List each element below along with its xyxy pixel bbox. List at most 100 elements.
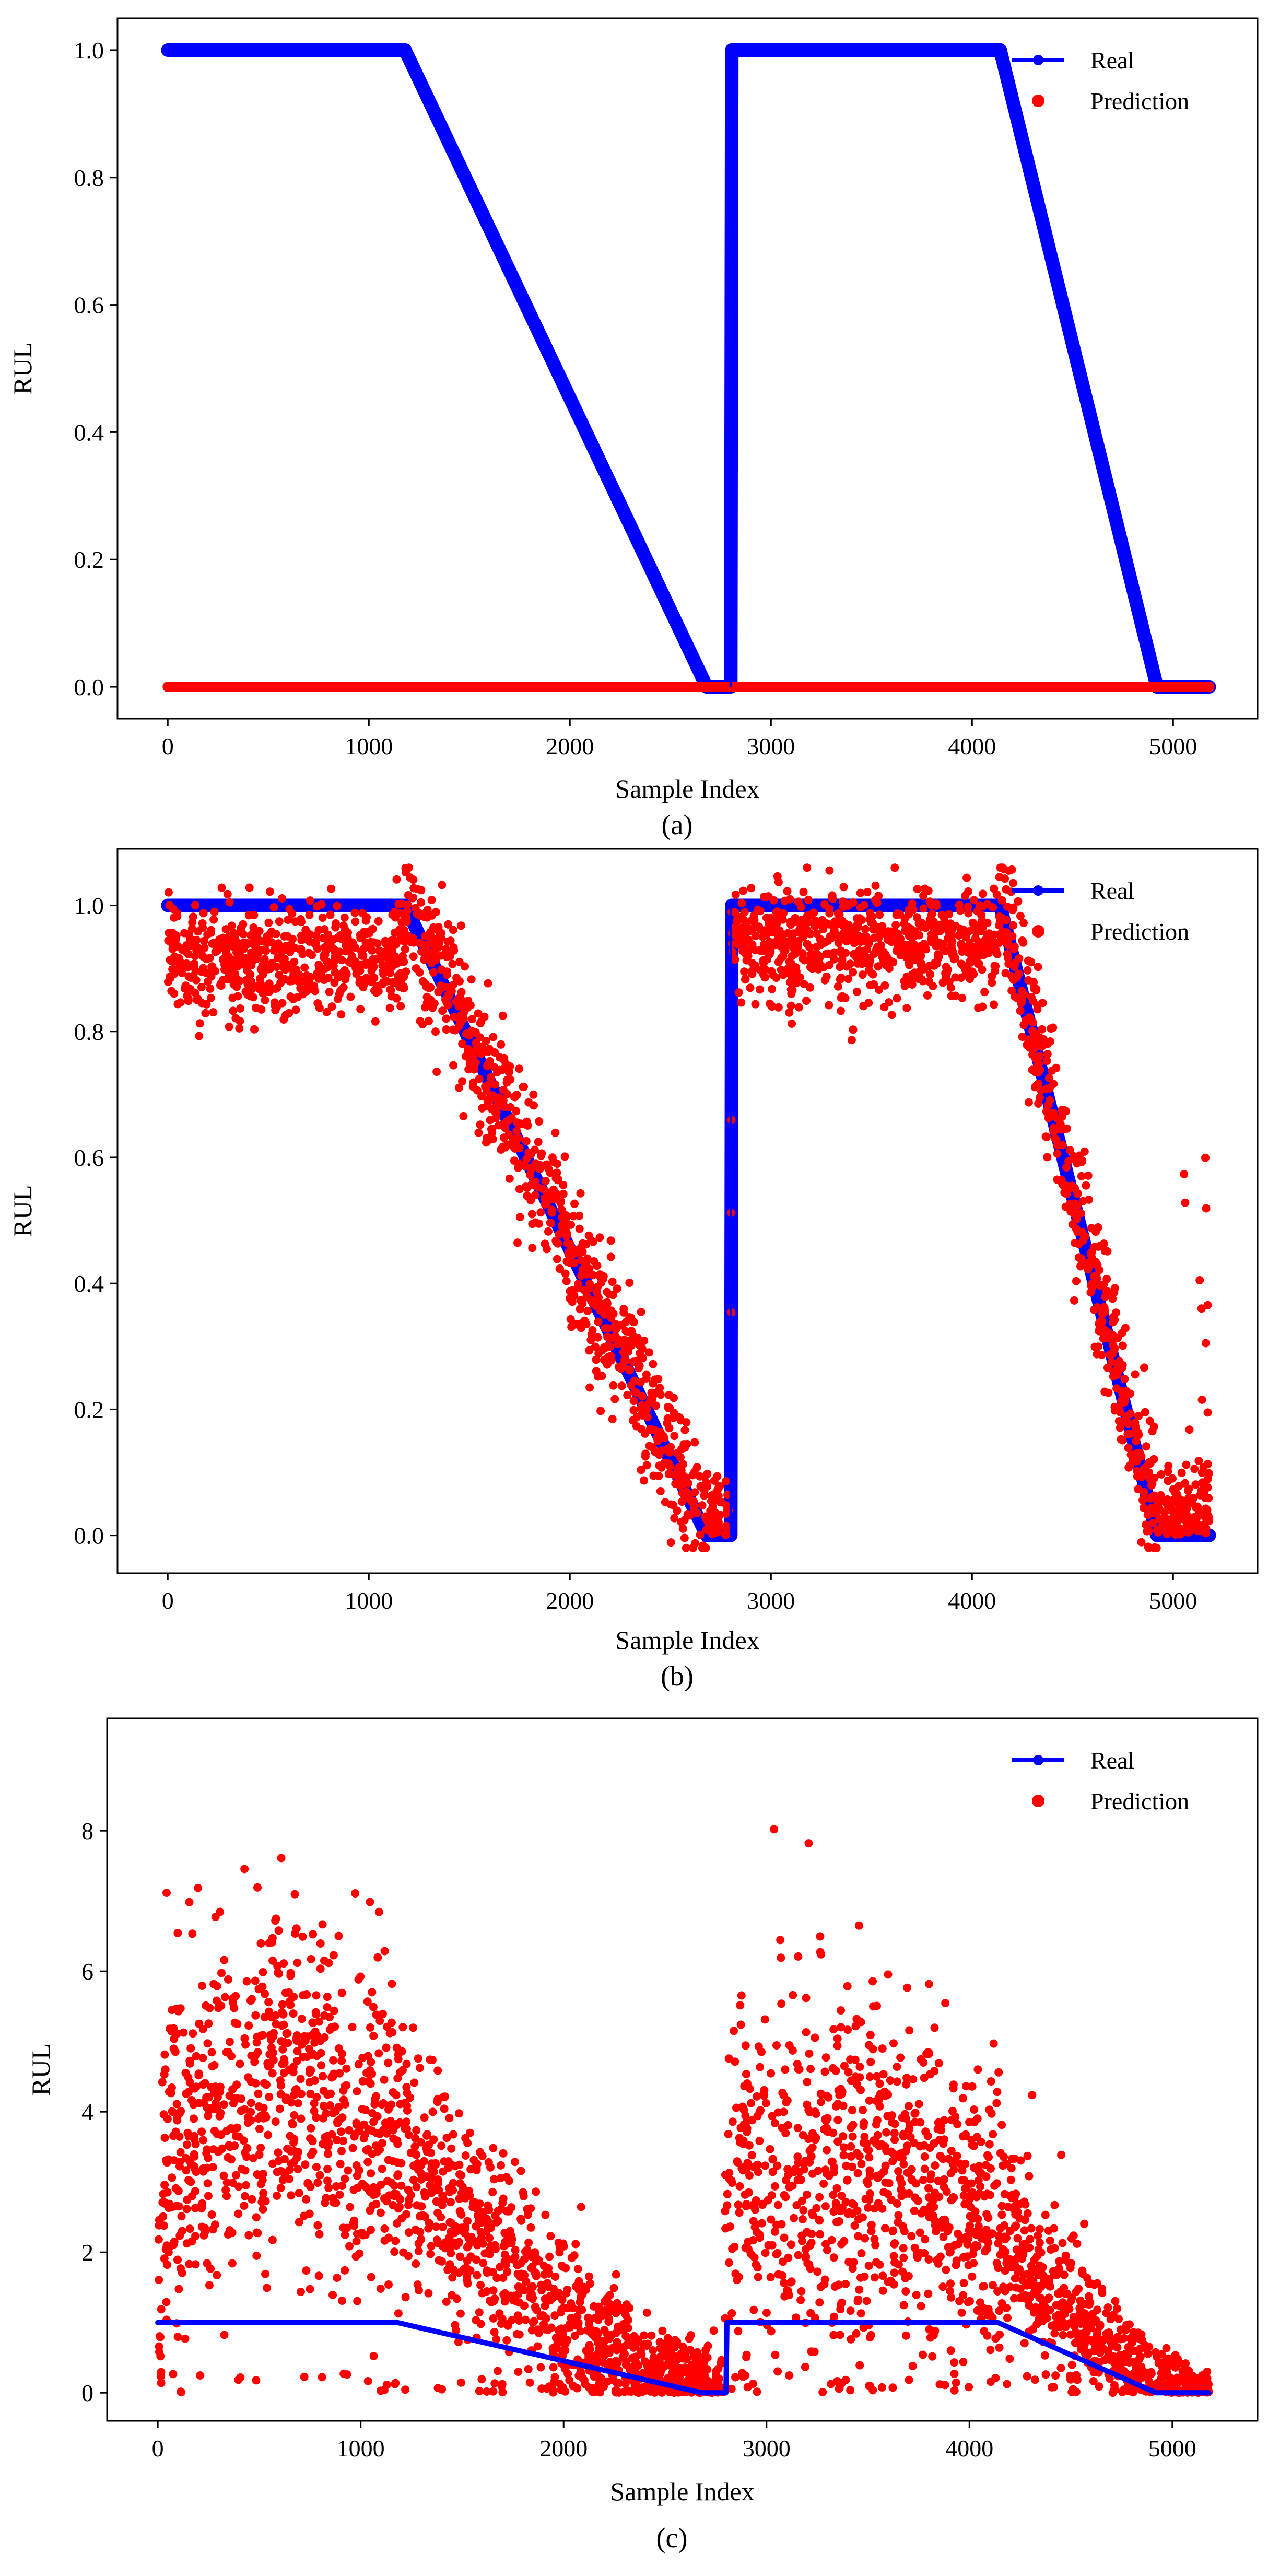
prediction-point: [312, 931, 321, 940]
prediction-point: [703, 1469, 712, 1478]
prediction-point: [344, 2166, 353, 2175]
prediction-point: [1124, 1463, 1133, 1472]
prediction-point: [645, 1442, 654, 1450]
prediction-point: [866, 2031, 875, 2040]
prediction-point: [1116, 1423, 1124, 1432]
prediction-point: [570, 1199, 579, 1208]
prediction-point: [798, 2215, 807, 2223]
prediction-point: [609, 2284, 618, 2292]
prediction-point: [1070, 1210, 1079, 1219]
prediction-point: [1201, 1153, 1210, 1162]
prediction-point: [847, 2335, 855, 2344]
prediction-point: [371, 985, 380, 994]
prediction-point: [200, 936, 208, 945]
prediction-point: [476, 1120, 485, 1129]
prediction-point: [625, 1365, 633, 1374]
prediction-point: [515, 2330, 524, 2339]
prediction-point: [849, 968, 858, 977]
prediction-point: [796, 903, 805, 911]
prediction-point: [1059, 2331, 1067, 2339]
prediction-point: [203, 2039, 212, 2048]
prediction-point: [649, 1360, 658, 1368]
prediction-point: [294, 977, 303, 986]
prediction-point: [1087, 2279, 1096, 2288]
prediction-point: [539, 2320, 548, 2328]
real-point: [1093, 447, 1107, 460]
prediction-point: [870, 980, 878, 989]
prediction-point: [792, 978, 801, 987]
prediction-point: [803, 911, 812, 920]
real-point: [621, 515, 636, 529]
prediction-point: [1043, 1153, 1052, 1162]
real-point: [1124, 573, 1138, 588]
real-point: [1030, 192, 1044, 206]
prediction-point: [610, 1395, 619, 1403]
prediction-point: [476, 2148, 485, 2157]
prediction-point: [620, 1355, 629, 1364]
prediction-point: [608, 1278, 617, 1286]
prediction-point: [749, 2305, 758, 2314]
legend-real-label: Real: [1090, 877, 1134, 904]
prediction-point: [856, 2086, 865, 2094]
prediction-point: [1157, 1470, 1166, 1479]
prediction-point: [689, 1543, 697, 1552]
prediction-point: [531, 1177, 540, 1186]
prediction-point: [1049, 1080, 1058, 1088]
prediction-point: [1034, 963, 1042, 971]
prediction-point: [862, 945, 871, 954]
prediction-point: [833, 2137, 842, 2146]
prediction-point: [1036, 1033, 1044, 1042]
prediction-point: [395, 909, 404, 918]
prediction-point: [827, 933, 836, 942]
plot-area-b: [161, 863, 1216, 1552]
prediction-point: [333, 2119, 342, 2127]
prediction-point: [285, 976, 293, 985]
prediction-point: [359, 928, 368, 936]
prediction-point: [742, 920, 750, 929]
prediction-point: [946, 2287, 955, 2296]
prediction-point: [409, 952, 418, 961]
prediction-point: [912, 2291, 921, 2299]
prediction-point: [475, 2386, 484, 2395]
real-point: [466, 186, 479, 200]
prediction-point: [499, 1085, 508, 1094]
prediction-point: [878, 2271, 887, 2280]
prediction-point: [957, 2308, 966, 2317]
x-tick-label: 3000: [747, 1587, 795, 1614]
prediction-point: [557, 1205, 566, 1214]
prediction-point: [234, 2182, 243, 2191]
prediction-point: [192, 946, 201, 955]
prediction-point: [916, 2118, 925, 2127]
prediction-point: [930, 958, 939, 967]
prediction-point: [852, 987, 861, 996]
prediction-point: [1204, 1469, 1213, 1478]
prediction-point: [945, 2223, 954, 2232]
prediction-point: [210, 907, 219, 916]
prediction-point: [452, 2294, 461, 2303]
prediction-point: [781, 2065, 790, 2074]
prediction-point: [449, 1025, 457, 1034]
real-point: [679, 636, 693, 650]
prediction-point: [601, 1344, 609, 1352]
prediction-point: [861, 2234, 870, 2243]
prediction-point: [856, 2309, 865, 2318]
prediction-point: [864, 2262, 873, 2270]
real-point: [1113, 531, 1128, 545]
prediction-point: [250, 1025, 259, 1034]
prediction-point: [816, 953, 825, 962]
prediction-point: [848, 2199, 856, 2208]
prediction-point: [476, 1049, 485, 1058]
prediction-point: [580, 1316, 589, 1325]
prediction-point: [750, 2253, 759, 2262]
prediction-point: [892, 910, 901, 919]
prediction-point: [424, 2224, 433, 2233]
legend-prediction-label: Prediction: [1090, 918, 1189, 945]
real-point: [689, 658, 703, 672]
prediction-point: [959, 2279, 968, 2288]
y-axis-label: RUL: [8, 1185, 37, 1237]
prediction-point: [369, 2352, 378, 2360]
prediction-point: [935, 938, 944, 947]
prediction-point: [638, 1392, 647, 1401]
prediction-point: [1185, 1425, 1194, 1434]
